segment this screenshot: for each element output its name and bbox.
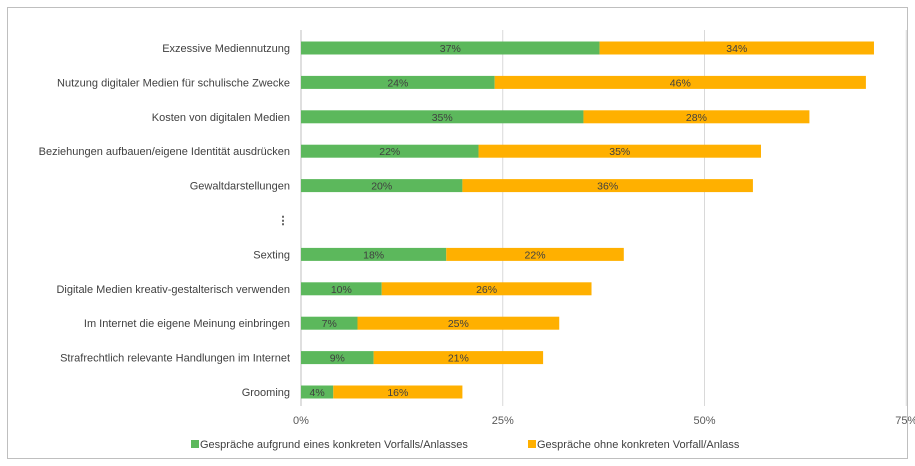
data-label: 22% (379, 146, 400, 158)
category-label: Grooming (242, 387, 290, 399)
x-tick-label: 25% (492, 415, 514, 427)
bar-segment-without-incident (381, 282, 592, 296)
data-label: 37% (440, 43, 461, 55)
legend-swatch (528, 440, 536, 448)
category-label: Sexting (253, 249, 290, 261)
bar-segment-without-incident (357, 316, 560, 330)
bar-segment-with-incident (301, 179, 463, 193)
legend: Gespräche aufgrund eines konkreten Vorfa… (191, 439, 740, 451)
category-label: Strafrechtlich relevante Handlungen im I… (60, 353, 290, 365)
bar-segment-without-incident (333, 385, 463, 399)
category-label: Exzessive Mediennutzung (162, 43, 290, 55)
bar-segment-with-incident (301, 282, 382, 296)
bar-segment-with-incident (301, 144, 479, 158)
category-label: Gewaltdarstellungen (190, 181, 290, 193)
bar-segment-with-incident (301, 316, 358, 330)
data-label: 36% (597, 181, 618, 193)
data-label: 26% (476, 284, 497, 296)
bar-segment-with-incident (301, 75, 495, 89)
bar-segment-with-incident (301, 247, 447, 261)
data-label: 35% (432, 112, 453, 124)
bar-segment-without-incident (462, 179, 753, 193)
bar-segment-with-incident (301, 110, 584, 124)
data-label: 34% (726, 43, 747, 55)
category-label: Digitale Medien kreativ-gestalterisch ve… (56, 284, 290, 296)
data-label: 9% (330, 353, 345, 365)
data-label: 18% (363, 249, 384, 261)
legend-label: Gespräche ohne konkreten Vorfall/Anlass (537, 439, 740, 451)
ellipsis-label: ⋮ (278, 215, 289, 227)
x-tick-label: 75% (895, 415, 915, 427)
bar-segment-without-incident (478, 144, 761, 158)
category-label: Nutzung digitaler Medien für schulische … (57, 77, 290, 89)
data-label: 35% (609, 146, 630, 158)
data-label: 10% (331, 284, 352, 296)
legend-swatch (191, 440, 199, 448)
bar-segment-with-incident (301, 385, 334, 399)
bar-segment-without-incident (599, 41, 874, 55)
bars (301, 41, 874, 399)
data-label: 22% (525, 249, 546, 261)
data-label: 46% (670, 77, 691, 89)
category-label: Beziehungen aufbauen/eigene Identität au… (39, 146, 290, 158)
data-label: 25% (448, 318, 469, 330)
bar-segment-without-incident (583, 110, 810, 124)
category-label: Im Internet die eigene Meinung einbringe… (84, 318, 290, 330)
data-label: 21% (448, 353, 469, 365)
data-label: 28% (686, 112, 707, 124)
data-label: 20% (371, 181, 392, 193)
gridlines (300, 30, 907, 406)
data-label: 16% (387, 387, 408, 399)
bar-segment-without-incident (446, 247, 624, 261)
data-label: 4% (310, 387, 325, 399)
bar-segment-without-incident (494, 75, 866, 89)
bar-segment-with-incident (301, 41, 600, 55)
data-label: 7% (322, 318, 337, 330)
data-label: 24% (387, 77, 408, 89)
category-label: Kosten von digitalen Medien (152, 112, 290, 124)
bar-segment-without-incident (373, 351, 544, 365)
bar-segment-with-incident (301, 351, 374, 365)
x-tick-label: 0% (293, 415, 309, 427)
legend-label: Gespräche aufgrund eines konkreten Vorfa… (200, 439, 468, 451)
labels: 0% 25% 50% 75% Exzessive Mediennutzung 37% 34%… (39, 43, 915, 427)
x-tick-label: 50% (693, 415, 715, 427)
